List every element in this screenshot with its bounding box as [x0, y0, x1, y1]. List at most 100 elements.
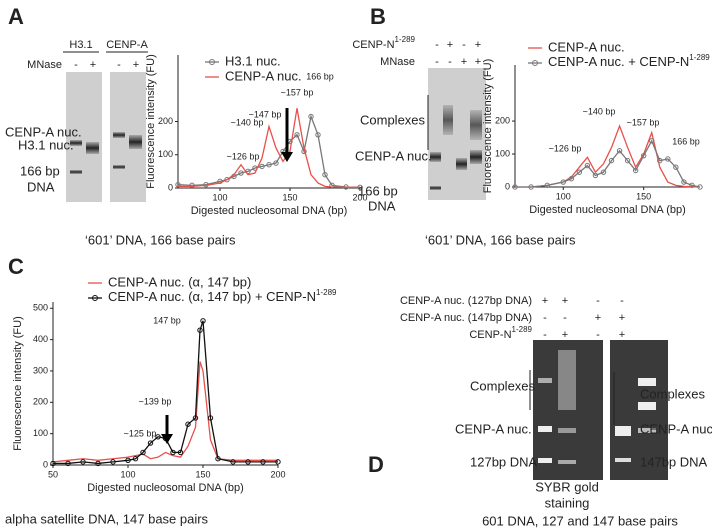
caption: alpha satellite DNA, 147 base pairs [5, 511, 209, 526]
point [681, 179, 687, 185]
sign: - [435, 39, 439, 51]
gel-label: CENP-A nuc. [455, 421, 532, 436]
point [238, 170, 244, 176]
sign: - [596, 329, 600, 341]
sign: + [619, 312, 625, 324]
label-text: CENP-A nuc. + CENP-N [548, 54, 689, 69]
gel-label: 127bp DNA [470, 454, 538, 469]
peak-label: ~157 bp [627, 117, 660, 127]
sign: - [435, 56, 439, 68]
gel-label: 147bp DNA [640, 454, 708, 469]
superscript: 1-289 [395, 35, 416, 44]
y-axis-label: Fluorescence intensity (FU) [12, 316, 24, 451]
sign: + [542, 295, 548, 307]
arrow-head [281, 152, 293, 162]
point [125, 457, 131, 463]
y-tick-label: 500 [33, 303, 48, 313]
sign: + [619, 329, 625, 341]
series-line [515, 124, 701, 188]
row-label: CENP-A nuc. (147bp DNA) [400, 312, 532, 324]
gel-d [533, 340, 668, 480]
point [189, 182, 195, 189]
gel-label: DNA [368, 198, 396, 213]
point [315, 132, 321, 138]
y-tick-label: 0 [505, 181, 510, 191]
series-line [53, 320, 278, 465]
point [608, 157, 615, 164]
point [170, 449, 176, 456]
sign: - [596, 295, 600, 307]
gel-label: CENP-A nuc. [640, 421, 712, 436]
peak-label: ~147 bp [249, 109, 282, 119]
point [110, 459, 116, 465]
legend-label: CENP-A nuc. [225, 68, 302, 83]
y-tick-label: 100 [33, 428, 48, 438]
point [230, 459, 236, 465]
x-axis-label: Digested nucleosomal DNA (bp) [87, 482, 244, 494]
peak-label: ~126 bp [227, 151, 260, 161]
sign: + [447, 39, 453, 51]
caption: ‘601’ DNA, 166 base pairs [85, 232, 236, 247]
point [80, 459, 86, 465]
point [544, 182, 550, 189]
legend-label: CENP-A nuc. + CENP-N1-289 [548, 53, 710, 69]
gel-label: H3.1 nuc. [18, 137, 74, 152]
point [624, 157, 631, 164]
superscript: 1-289 [512, 325, 533, 334]
panel-letter: D [368, 452, 384, 477]
label-text: CENP-N [352, 39, 394, 51]
sign: - [462, 39, 466, 51]
point [197, 327, 203, 333]
x-tick-label: 200 [270, 469, 285, 479]
legend-label: CENP-A nuc. (α, 147 bp) [108, 274, 251, 289]
legend-marker [209, 59, 215, 65]
peak-label: ~140 bp [583, 106, 616, 116]
sign: - [620, 295, 624, 307]
legend-marker [92, 295, 98, 301]
gel-label: CENP-A nuc. [5, 124, 82, 139]
sign: - [543, 329, 547, 341]
row-label: MNase [380, 56, 415, 68]
x-tick-label: 100 [212, 192, 227, 202]
peak-label: ~140 bp [231, 117, 264, 127]
superscript: 1-289 [689, 53, 710, 62]
point [245, 459, 251, 465]
arrow-head [161, 434, 173, 444]
legend-label: CENP-A nuc. [548, 39, 625, 54]
point [632, 167, 639, 174]
y-tick-label: 200 [158, 116, 173, 126]
x-tick-label: 50 [48, 469, 58, 479]
sign: - [448, 56, 452, 68]
point [673, 164, 679, 170]
label-text: CENP-A nuc. (α, 147 bp) + CENP-N [108, 289, 316, 304]
gel-label: CENP-A nuc. [355, 148, 432, 163]
point [200, 318, 206, 324]
point [689, 182, 695, 189]
y-tick-label: 100 [495, 148, 510, 158]
sign: + [90, 59, 96, 71]
sign: - [563, 312, 567, 324]
y-axis-label: Fluorescence intensity (FU) [482, 59, 494, 194]
peak-label: 147 bp [153, 315, 181, 325]
panel-letter: A [8, 4, 24, 29]
sign: + [461, 56, 467, 68]
point [275, 459, 281, 465]
peak-label: 166 bp [306, 71, 334, 81]
sign: - [543, 312, 547, 324]
series-line [177, 114, 361, 188]
point [576, 169, 583, 175]
gel-b [428, 68, 486, 200]
point [322, 172, 328, 178]
gel-label: Complexes [470, 378, 536, 393]
label-text: CENP-N [469, 329, 511, 341]
peak-label: ~125 bp [124, 428, 157, 438]
y-tick-label: 200 [495, 115, 510, 125]
point [616, 148, 623, 154]
point [192, 415, 199, 421]
row-label: MNase [27, 59, 62, 71]
sign: - [74, 59, 78, 71]
point [95, 460, 101, 467]
point [140, 449, 146, 456]
sign: + [475, 39, 481, 51]
y-tick-label: 0 [43, 459, 48, 469]
